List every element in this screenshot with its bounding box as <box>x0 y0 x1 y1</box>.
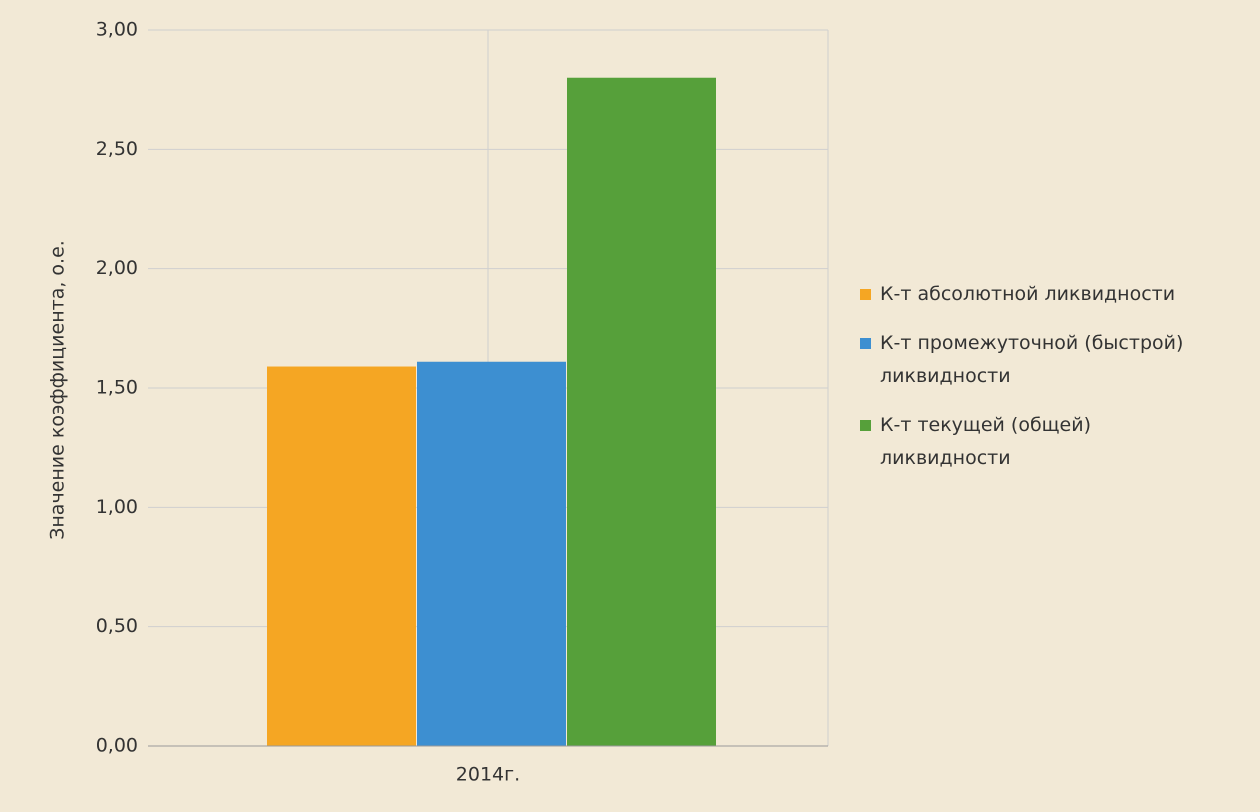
bar <box>267 366 416 746</box>
legend-label: К-т текущей (общей) ликвидности <box>880 414 1092 469</box>
legend-label: К-т промежуточной (быстрой) ликвидности <box>880 332 1184 387</box>
x-tick-label: 2014г. <box>456 764 520 786</box>
legend-item: К-т абсолютной ликвидности <box>860 278 1220 311</box>
legend-label: К-т абсолютной ликвидности <box>880 283 1176 305</box>
y-tick-label: 2,00 <box>96 257 138 279</box>
y-tick-label: 3,00 <box>96 19 138 41</box>
y-tick-label: 1,50 <box>96 377 138 399</box>
legend-swatch <box>860 289 871 300</box>
legend-item: К-т текущей (общей) ликвидности <box>860 409 1220 475</box>
legend-swatch <box>860 420 871 431</box>
bar <box>417 361 566 746</box>
legend-swatch <box>860 338 871 349</box>
y-tick-label: 0,00 <box>96 735 138 757</box>
y-tick-label: 0,50 <box>96 615 138 637</box>
bar <box>567 77 716 746</box>
legend-item: К-т промежуточной (быстрой) ликвидности <box>860 327 1220 393</box>
y-tick-label: 1,00 <box>96 496 138 518</box>
legend: К-т абсолютной ликвидности К-т промежуточ… <box>860 278 1220 491</box>
y-axis-label: Значение коэффициента, о.е. <box>47 240 69 540</box>
y-tick-label: 2,50 <box>96 138 138 160</box>
